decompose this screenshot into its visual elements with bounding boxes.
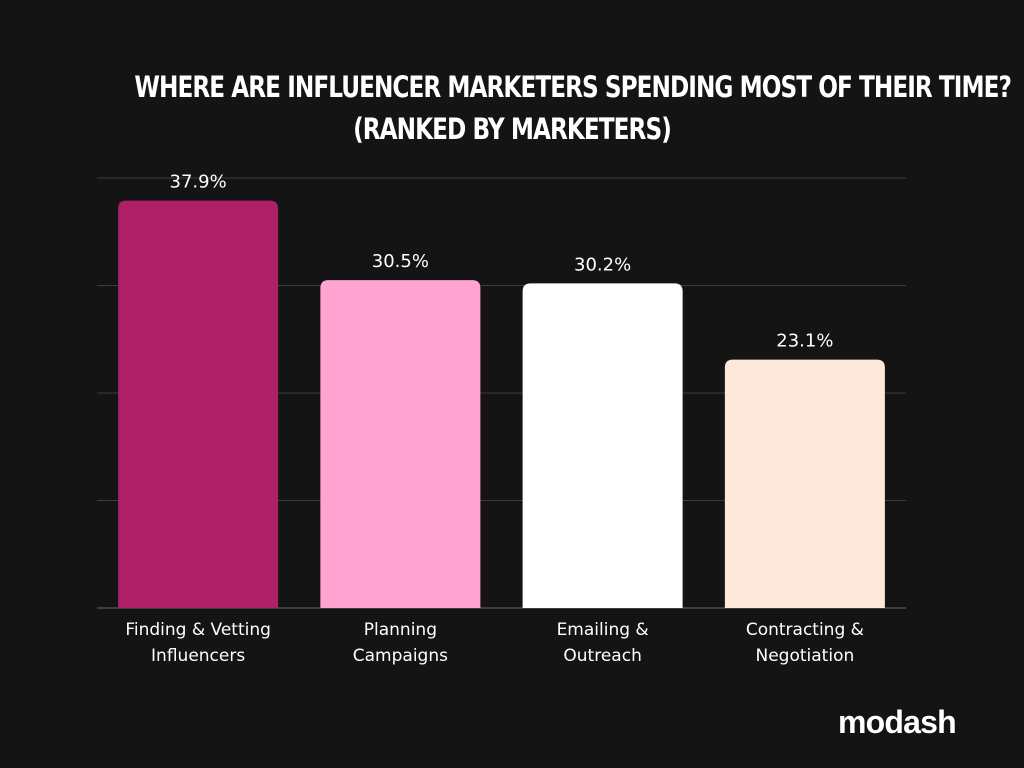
- brand-logo: modash: [838, 704, 957, 740]
- x-tick-label-line: Contracting &: [746, 620, 864, 640]
- x-tick-label: Emailing & Outreach: [557, 620, 649, 666]
- x-tick-label-line: Negotiation: [756, 646, 855, 666]
- bar: [118, 200, 279, 608]
- chart-title: WHERE ARE INFLUENCER MARKETERS SPENDING …: [134, 66, 1012, 150]
- chart-title-line-1: WHERE ARE INFLUENCER MARKETERS SPENDING …: [134, 70, 1012, 104]
- x-tick-label-line: Emailing &: [557, 620, 649, 640]
- x-tick-label-line: Planning: [364, 620, 437, 640]
- x-tick-label: Contracting & Negotiation: [746, 620, 864, 666]
- data-label: 30.5%: [372, 251, 429, 272]
- bar: [724, 359, 885, 608]
- bar: [522, 283, 683, 608]
- data-label: 37.9%: [170, 172, 227, 193]
- x-tick-label: Planning Campaigns: [353, 620, 448, 666]
- data-label: 30.2%: [574, 254, 631, 275]
- x-tick-label-line: Finding & Vetting: [125, 620, 271, 640]
- x-tick-label: Finding & Vetting Influencers: [125, 620, 271, 666]
- chart-title-line-2: (RANKED BY MARKETERS): [353, 112, 672, 146]
- bar: [320, 280, 481, 608]
- data-label: 23.1%: [776, 331, 833, 352]
- x-tick-label-line: Campaigns: [353, 646, 448, 666]
- x-tick-label-line: Influencers: [151, 646, 245, 666]
- x-tick-label-line: Outreach: [563, 646, 641, 666]
